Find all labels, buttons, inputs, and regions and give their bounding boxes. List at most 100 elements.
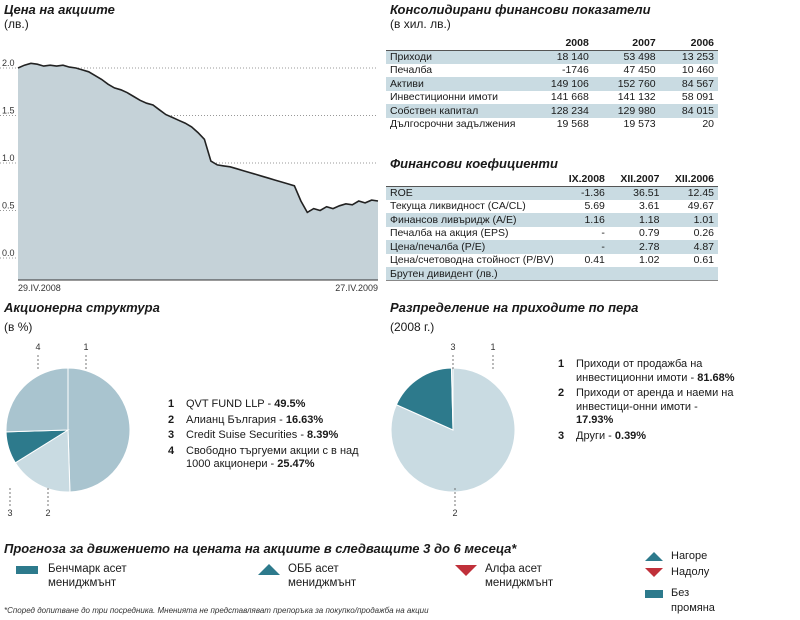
financials-cell: 47 450 (623, 64, 656, 77)
financials-row: Активи 149 106 152 760 84 567 (386, 77, 718, 91)
financials-cell: 53 498 (592, 50, 660, 64)
legend-value: 81.68% (697, 371, 735, 384)
revenue-title: Разпределение на приходите по пера (390, 300, 639, 315)
legend-num: 3 (168, 429, 175, 441)
financials-cell: 10 460 (681, 64, 714, 77)
stock-title: Цена на акциите (4, 2, 115, 17)
financials-cell: 19 568 (556, 118, 589, 131)
shareholders-unit: (в %) (4, 320, 33, 334)
forecast-title: Прогноза за движението на цената на акци… (4, 541, 517, 556)
key-flat: Без промяна (645, 586, 721, 616)
financials-row-label: Инвестиционни имоти (390, 91, 499, 104)
legend-label: Credit Suise Securities - (186, 429, 308, 441)
footnote: *Според допитване до три посредника. Мне… (4, 606, 429, 615)
legend-value: 16.63% (285, 413, 324, 426)
y-tick-label: 2.0 (2, 58, 15, 68)
no-change-icon (16, 566, 38, 574)
ratios-row: Цена/счетоводна стойност (P/BV) 0.41 1.02 0… (386, 254, 718, 268)
legend-num: 4 (168, 444, 175, 457)
financials-cell: 152 760 (592, 77, 660, 91)
ratios-cell: 0.79 (639, 227, 660, 240)
stock-line (17, 62, 379, 214)
ratios-row: Текуща ликвидност (CA/CL) 5.69 3.61 49.67 (386, 200, 718, 214)
legend-num: 1 (558, 358, 565, 370)
financials-cell: -1746 (561, 64, 589, 77)
financials-row-label: Активи (386, 77, 526, 91)
ratios-col: XII.2007 (608, 172, 664, 187)
legend-num: 1 (168, 398, 175, 410)
legend-label: Приходи от аренда и наеми на инвестици-о… (576, 387, 734, 413)
financials-cell: 19 573 (623, 118, 656, 131)
financials-cell: 13 253 (659, 50, 718, 64)
ratios-cell: - (601, 227, 605, 240)
y-tick-label: 1.0 (2, 153, 15, 163)
ratios-cell: 1.02 (639, 254, 660, 267)
y-tick-label: 0.0 (2, 248, 15, 258)
ratios-cell (663, 267, 718, 281)
ratios-title: Финансови коефициенти (390, 156, 558, 171)
ratios-cell: -1.36 (557, 186, 609, 200)
legend-text: Приходи от аренда и наеми на инвестици-о… (576, 387, 738, 428)
ratios-row: Брутен дивидент (лв.) (386, 267, 718, 281)
legend-num: 2 (558, 387, 565, 399)
financials-unit: (в хил. лв.) (390, 17, 451, 31)
shareholders-pie: 1 4 3 2 (5, 342, 131, 518)
financials-col: 2007 (592, 36, 660, 51)
arrow-down-icon (645, 567, 663, 577)
financials-cell: 141 668 (550, 91, 589, 104)
ratios-row-label: Цена/печалба (P/E) (386, 240, 558, 254)
forecast-label: Бенчмарк асет мениджмънт (48, 563, 127, 589)
financials-cell: 141 132 (617, 91, 656, 104)
stock-date-start: 29.IV.2008 (18, 283, 61, 293)
arrow-down-icon (455, 565, 477, 576)
ratios-cell: 1.18 (608, 213, 664, 227)
legend-label: Свободно търгуеми акции с в над 1000 акц… (186, 444, 359, 471)
financials-cell: 20 (702, 118, 714, 131)
pie-label: 2 (45, 508, 50, 518)
financials-cell: 18 140 (526, 50, 593, 64)
legend-label: Приходи от продажба на инвестиционни имо… (576, 358, 703, 384)
ratios-cell: 4.87 (663, 240, 718, 254)
key-down: Надолу (645, 566, 709, 578)
pie-label: 1 (490, 342, 495, 352)
revenue-pie: 3 1 2 (390, 342, 516, 518)
ratios-cell: 12.45 (663, 186, 718, 200)
financials-cell: 84 015 (659, 104, 718, 118)
pie-label: 2 (452, 508, 457, 518)
legend-item: 4 Свободно търгуеми акции с в над 1000 ак… (168, 445, 363, 472)
financials-row-label: Собствен капитал (386, 104, 526, 118)
y-tick-label: 1.5 (2, 106, 15, 116)
financials-row-label: Приходи (386, 50, 526, 64)
financials-cell: 84 567 (659, 77, 718, 91)
legend-item: 1 QVT FUND LLP - 49.5% (168, 398, 363, 412)
legend-text: Други - 0.39% (576, 430, 646, 444)
ratios-row: Финансов ливъридж (A/E) 1.16 1.18 1.01 (386, 213, 718, 227)
legend-label: Алианц България - (186, 413, 286, 426)
financials-row-label: Дългосрочни задължения (390, 118, 516, 131)
arrow-up-icon (645, 551, 663, 561)
stock-date-end: 27.IV.2009 (335, 283, 378, 293)
legend-value: 25.47% (277, 458, 315, 470)
financials-row: Дългосрочни задължения 19 568 19 573 20 (386, 118, 718, 132)
ratios-cell: 0.26 (693, 227, 714, 240)
legend-text: Приходи от продажба на инвестиционни имо… (576, 358, 738, 385)
pie-label: 3 (450, 342, 455, 352)
ratios-cell (608, 267, 664, 281)
legend-value: 8.39% (307, 429, 339, 441)
legend-item: 3 Credit Suise Securities - 8.39% (168, 429, 363, 443)
financials-col: 2008 (526, 36, 593, 51)
ratios-row-label: ROE (386, 186, 558, 200)
pie-slice-2 (395, 367, 454, 431)
legend-value: 17.93% (576, 414, 614, 426)
ratios-cell: 2.78 (608, 240, 664, 254)
ratios-cell: - (557, 240, 609, 254)
forecast-label: ОББ асет мениджмънт (288, 563, 357, 589)
legend-value: 0.39% (614, 429, 647, 442)
legend-item: 2 Алианц България - 16.63% (168, 414, 363, 428)
forecast-alfa: Алфа асет мениджмънт (455, 562, 595, 590)
legend-num: 2 (168, 413, 175, 426)
pie-label: 3 (7, 508, 12, 518)
key-up: Нагоре (645, 550, 707, 562)
legend-item: 3 Други - 0.39% (558, 430, 738, 444)
legend-item: 2 Приходи от аренда и наеми на инвестици-… (558, 387, 738, 428)
